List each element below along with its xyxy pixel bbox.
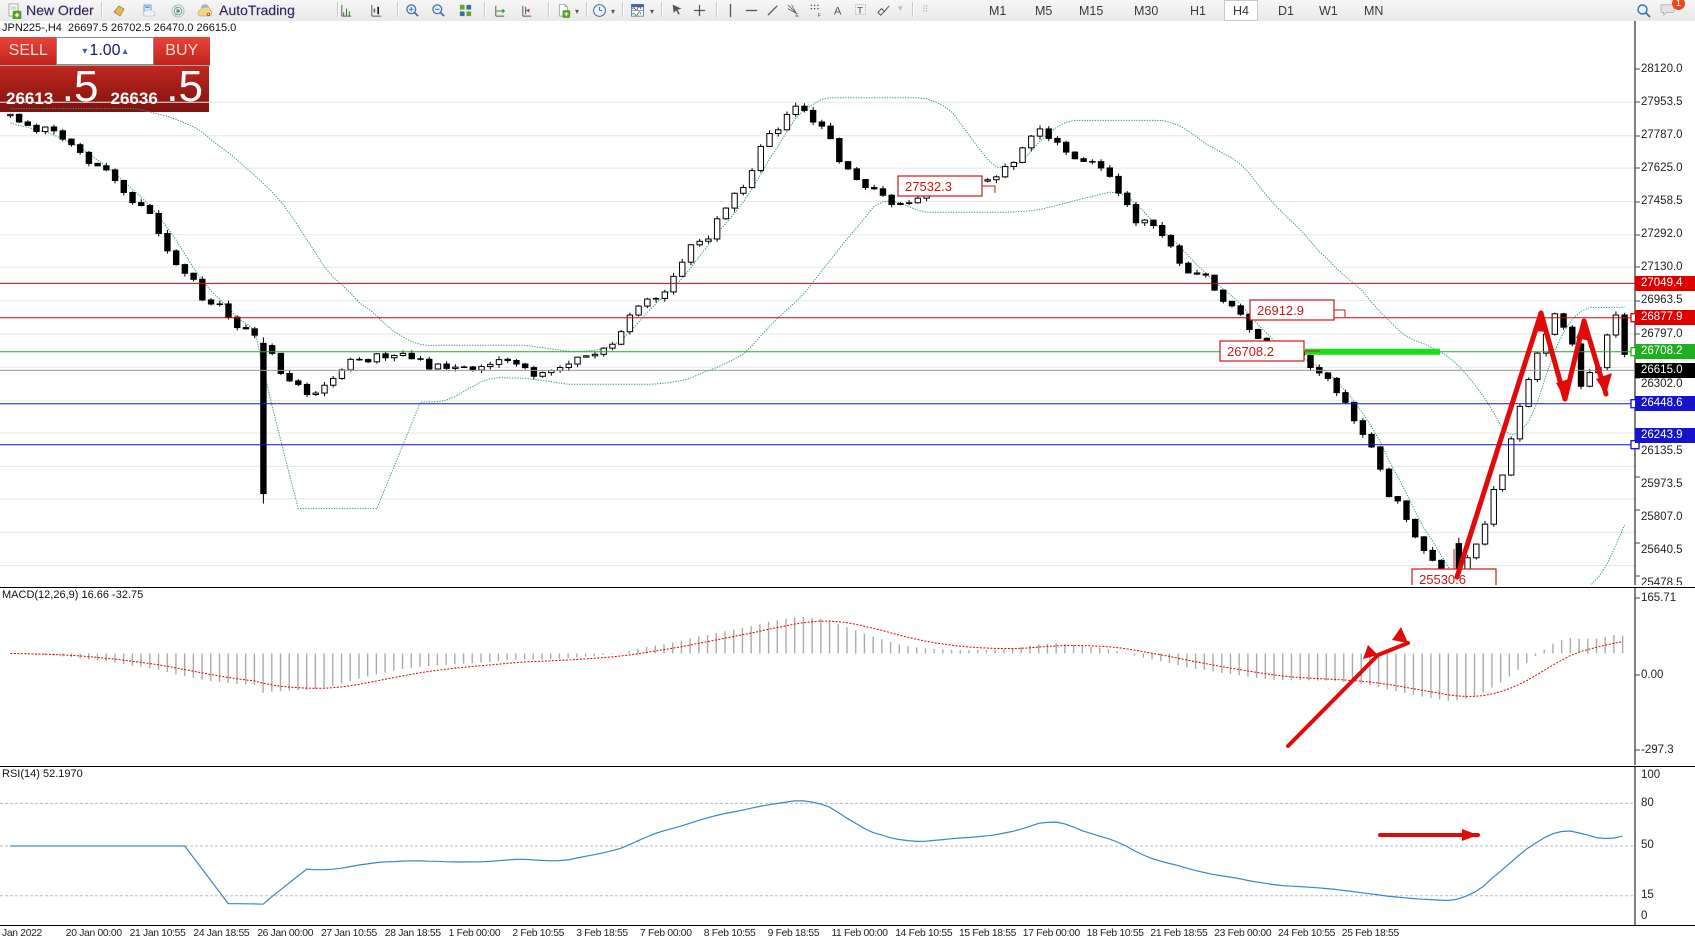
svg-text:27532.3: 27532.3 — [905, 179, 952, 194]
svg-text:A: A — [834, 5, 842, 17]
svg-text:T: T — [857, 5, 863, 15]
svg-text:26708.2: 26708.2 — [1227, 344, 1274, 359]
svg-text:F: F — [817, 13, 821, 18]
svg-text:26912.9: 26912.9 — [1257, 303, 1304, 318]
svg-text:E: E — [795, 13, 799, 18]
